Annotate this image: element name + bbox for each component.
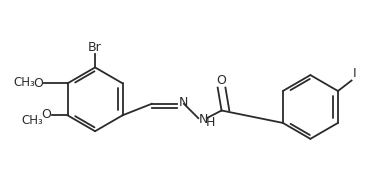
Text: I: I xyxy=(353,66,357,80)
Text: O: O xyxy=(216,74,226,87)
Text: CH₃: CH₃ xyxy=(13,76,35,89)
Text: Br: Br xyxy=(88,41,102,54)
Text: N: N xyxy=(199,112,208,126)
Text: N: N xyxy=(179,96,188,109)
Text: O: O xyxy=(33,77,43,90)
Text: O: O xyxy=(41,108,51,121)
Text: H: H xyxy=(206,116,215,129)
Text: CH₃: CH₃ xyxy=(21,113,43,127)
